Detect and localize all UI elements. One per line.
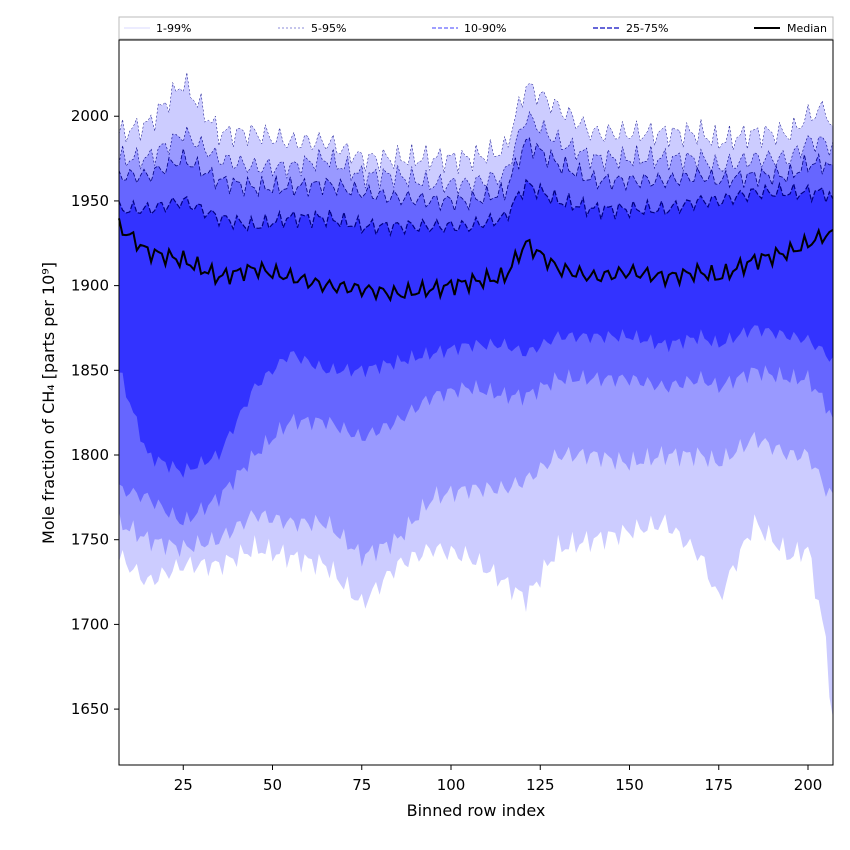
y-tick-label: 1900 <box>71 277 109 295</box>
y-axis: 1650 1700 1750 1800 1850 1900 1950 2000 <box>71 107 119 718</box>
y-tick-label: 1950 <box>71 192 109 210</box>
x-tick-label: 50 <box>263 776 282 794</box>
x-tick-label: 75 <box>352 776 371 794</box>
band-25-75 <box>119 179 833 478</box>
x-axis-label: Binned row index <box>407 801 546 820</box>
x-tick-label: 150 <box>615 776 644 794</box>
legend-label: 10-90% <box>464 22 506 35</box>
x-tick-label: 125 <box>526 776 555 794</box>
median-line <box>118 218 834 303</box>
y-tick-label: 2000 <box>71 107 109 125</box>
band-5-95-upper-line <box>118 110 834 195</box>
y-axis-label: Mole fraction of CH₄ [parts per 10⁹] <box>39 262 58 544</box>
legend-label: Median <box>787 22 827 35</box>
median-layer <box>118 218 834 303</box>
y-tick-label: 1850 <box>71 361 109 379</box>
legend-label: 25-75% <box>626 22 668 35</box>
x-tick-label: 100 <box>437 776 466 794</box>
plot-frame <box>118 39 834 766</box>
legend-label: 1-99% <box>156 22 191 35</box>
y-tick-label: 1650 <box>71 700 109 718</box>
x-tick-label: 25 <box>174 776 193 794</box>
band-10-90-upper-line <box>118 137 834 213</box>
legend-box <box>118 16 834 40</box>
band-25-75-upper-line <box>118 178 834 238</box>
percentile-bands <box>118 72 834 718</box>
x-tick-label: 175 <box>704 776 733 794</box>
legend: 1-99% 5-95% 10-90% 25-75% Median <box>118 16 834 40</box>
y-tick-label: 1750 <box>71 531 109 549</box>
x-axis: 25 50 75 100 125 150 175 200 <box>174 765 823 794</box>
y-tick-label: 1700 <box>71 615 109 633</box>
y-tick-label: 1800 <box>71 446 109 464</box>
legend-label: 5-95% <box>311 22 346 35</box>
x-tick-label: 200 <box>794 776 823 794</box>
